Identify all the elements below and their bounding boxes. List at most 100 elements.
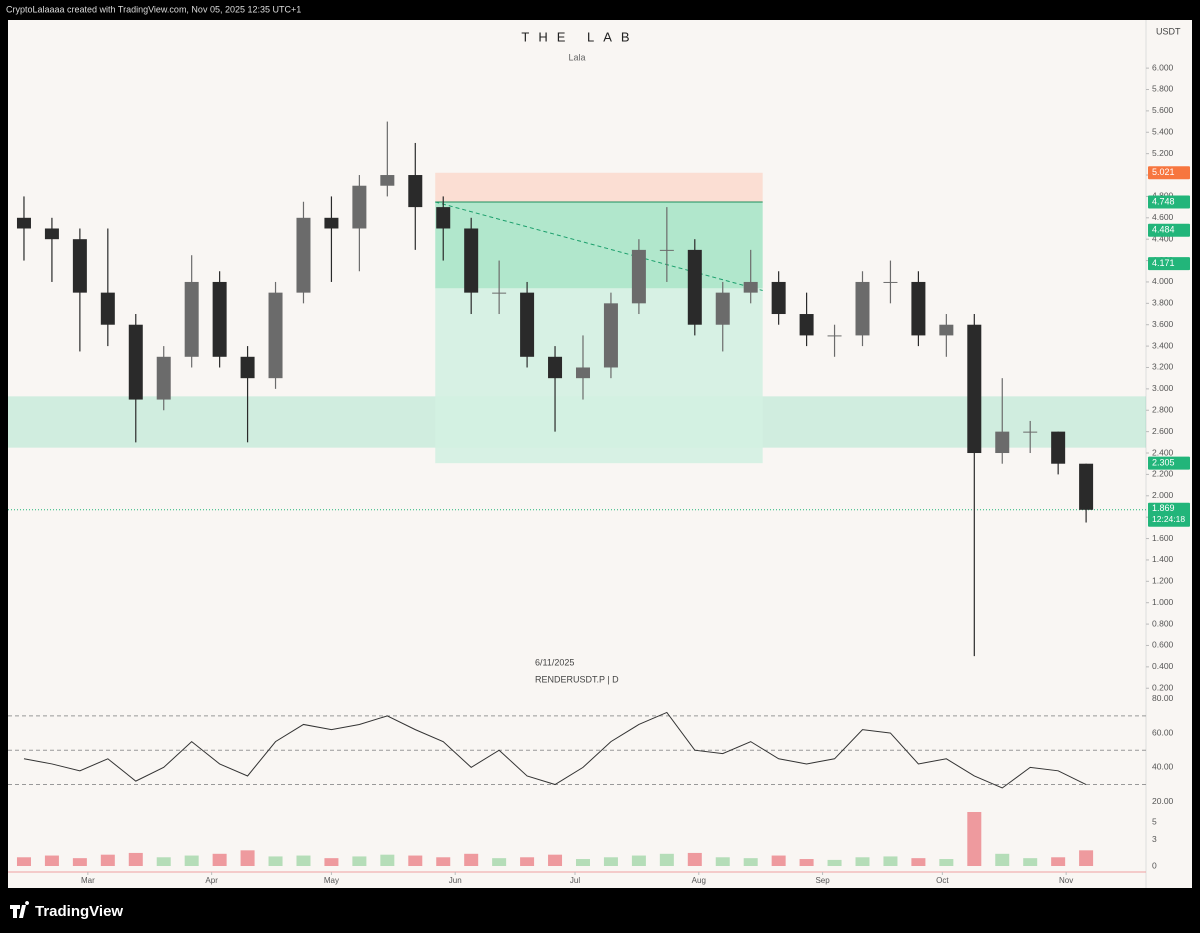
y-tick-label: 1.200 — [1152, 576, 1174, 586]
volume-bar — [408, 855, 423, 866]
price-badge-label: 4.171 — [1152, 258, 1175, 268]
candle-body — [771, 281, 786, 315]
x-tick-label: Oct — [936, 876, 949, 885]
candle-body — [548, 356, 563, 379]
x-tick-label: Mar — [81, 876, 95, 885]
countdown-label: 12:24:18 — [1152, 514, 1185, 524]
candle-body — [743, 281, 758, 293]
price-badge — [1148, 195, 1190, 209]
volume-bar — [268, 856, 283, 866]
candle-body — [1023, 431, 1038, 433]
x-tick-label: Sep — [815, 876, 830, 885]
candle-body — [715, 292, 730, 325]
last-price-badge — [1148, 502, 1190, 527]
rsi-line — [23, 711, 1087, 789]
candle-body — [687, 249, 702, 325]
x-tick-label: May — [324, 876, 339, 885]
y-tick-label: 2.000 — [1152, 490, 1174, 500]
candle-body — [184, 281, 199, 357]
y-tick-label: 0.600 — [1152, 640, 1174, 650]
volume-bar — [492, 858, 507, 866]
date-label: 6/11/2025 — [535, 657, 574, 667]
volume-bar — [1079, 850, 1094, 866]
volume-bar — [659, 853, 674, 866]
candle-body — [883, 281, 898, 283]
candle-body — [128, 324, 143, 400]
candle-body — [631, 249, 646, 304]
header: CryptoLalaaaa created with TradingView.c… — [6, 4, 301, 14]
price-badge-label: 4.484 — [1152, 225, 1175, 235]
chart-title: THE LAB — [521, 29, 638, 44]
volume-bar — [156, 857, 171, 866]
y-tick-label: 0.400 — [1152, 661, 1174, 671]
x-tick-label: Aug — [692, 876, 706, 885]
symbol-label: RENDERUSDT.P | D — [535, 674, 619, 684]
y-tick-label: 2.400 — [1152, 447, 1174, 457]
rsi-tick-label: 40.00 — [1152, 762, 1174, 772]
y-tick-label: 3.000 — [1152, 383, 1174, 393]
y-tick-label: 1.600 — [1152, 533, 1174, 543]
chart-subtitle: Lala — [568, 52, 585, 62]
volume-bar — [855, 857, 870, 866]
candle-body — [436, 207, 451, 229]
volume-bar — [240, 850, 255, 866]
y-tick-label: 3.600 — [1152, 319, 1174, 329]
candle-body — [156, 356, 171, 400]
volume-bar — [799, 859, 814, 866]
volume-bar — [324, 858, 339, 866]
candle-body — [352, 185, 367, 229]
y-tick-label: 5.600 — [1152, 105, 1174, 115]
volume-bar — [631, 855, 646, 866]
candle-body — [324, 217, 339, 229]
volume-bar — [520, 857, 535, 866]
candle-body — [212, 281, 227, 357]
rsi-tick-label: 80.00 — [1152, 693, 1174, 703]
candle-body — [911, 281, 926, 336]
volume-bar — [743, 858, 758, 866]
y-tick-label: 6.000 — [1152, 62, 1174, 72]
plot — [8, 121, 1146, 657]
volume-bar — [184, 855, 199, 866]
position-path — [435, 201, 763, 291]
price-badge-label: 2.305 — [1152, 458, 1175, 468]
volume-bar — [296, 855, 311, 866]
y-tick-label: 5.200 — [1152, 148, 1174, 158]
candle-body — [44, 228, 59, 240]
volume-bar — [715, 857, 730, 866]
candle-body — [72, 239, 87, 293]
price-badge — [1148, 257, 1190, 271]
volume-bar — [72, 858, 87, 866]
y-tick-label: 4.400 — [1152, 233, 1174, 243]
y-tick-label: 2.200 — [1152, 469, 1174, 479]
brand-logo — [10, 901, 30, 918]
y-tick-label: 1.400 — [1152, 554, 1174, 564]
y-tick-label: 4.000 — [1152, 276, 1174, 286]
volume-tick-label: 0 — [1152, 860, 1157, 870]
volume-bar — [575, 859, 590, 866]
x-tick-label: Jul — [570, 876, 580, 885]
candle-body — [408, 175, 423, 208]
candle-body — [492, 292, 507, 294]
candle-body — [520, 292, 535, 357]
volume-bar — [771, 855, 786, 866]
volume-bar — [100, 854, 115, 866]
volume-bar — [603, 857, 618, 866]
candle-body — [1079, 463, 1094, 510]
volume-bar — [212, 853, 227, 866]
volume-bar — [827, 859, 842, 866]
candle-body — [100, 292, 115, 325]
position-stop — [435, 172, 763, 202]
y-tick-label: 3.800 — [1152, 298, 1174, 308]
candle-body — [1051, 431, 1066, 464]
volume-bar — [687, 852, 702, 866]
volume-bar — [967, 812, 982, 866]
candle-body — [939, 324, 954, 336]
candle-body — [827, 335, 842, 337]
candle-body — [296, 217, 311, 293]
brand[interactable]: TradingView — [35, 903, 123, 920]
price-badge-label: 5.021 — [1152, 167, 1175, 177]
last-price-label: 1.869 — [1152, 503, 1175, 513]
volume-bar — [352, 856, 367, 866]
candle-body — [575, 367, 590, 379]
